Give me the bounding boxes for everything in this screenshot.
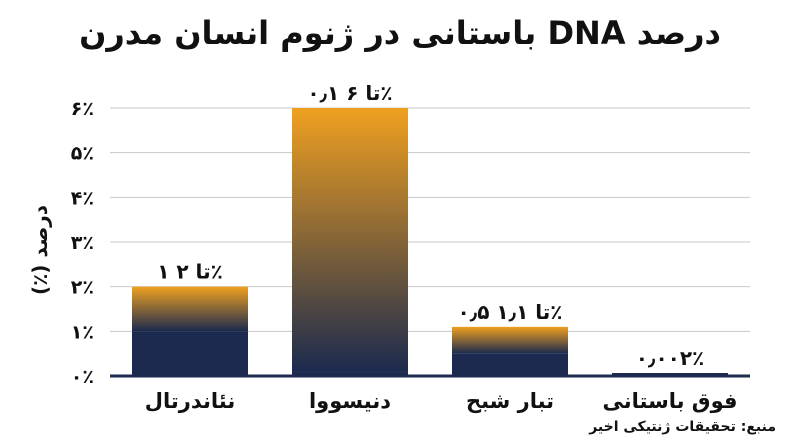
x-tick-label: تبار شبح xyxy=(466,389,554,413)
bar-range xyxy=(452,326,568,354)
bar-range xyxy=(292,108,408,372)
bar-base xyxy=(132,331,248,376)
bar-base xyxy=(452,353,568,376)
bar-value-label: ۰٫۵ تا ۱٫۱٪ xyxy=(458,300,563,324)
source-note: منبع: تحقیقات ژنتیکی اخیر xyxy=(589,419,776,435)
y-tick-label: ۵٪ xyxy=(71,143,94,165)
y-axis-title-text: درصد (٪) xyxy=(28,204,52,296)
y-tick-label: ۴٪ xyxy=(71,187,94,209)
y-tick-label: ۳٪ xyxy=(71,232,94,254)
x-tick-label: فوق باستانی xyxy=(602,389,737,413)
bar-range xyxy=(132,286,248,332)
chart-title: درصد DNA باستانی در ژنوم انسان مدرن xyxy=(79,14,721,52)
y-tick-label: ۶٪ xyxy=(71,98,94,120)
y-tick-label: ۰٪ xyxy=(71,366,94,388)
bar xyxy=(612,373,728,376)
bar-value-label: ۰٫۰۰۲٪ xyxy=(636,346,705,370)
bar-value-label: ۱ تا ۲٪ xyxy=(157,260,223,284)
x-tick-label: دنیسووا xyxy=(309,389,391,413)
x-tick-label: نئاندرتال xyxy=(145,389,235,413)
bar-base xyxy=(292,371,408,376)
y-axis-title: درصد (٪) xyxy=(10,190,70,310)
y-tick-label: ۱٪ xyxy=(71,321,94,343)
bar-value-label: ۰٫۱ تا ۶٪ xyxy=(307,81,392,105)
y-tick-label: ۲٪ xyxy=(71,277,94,299)
